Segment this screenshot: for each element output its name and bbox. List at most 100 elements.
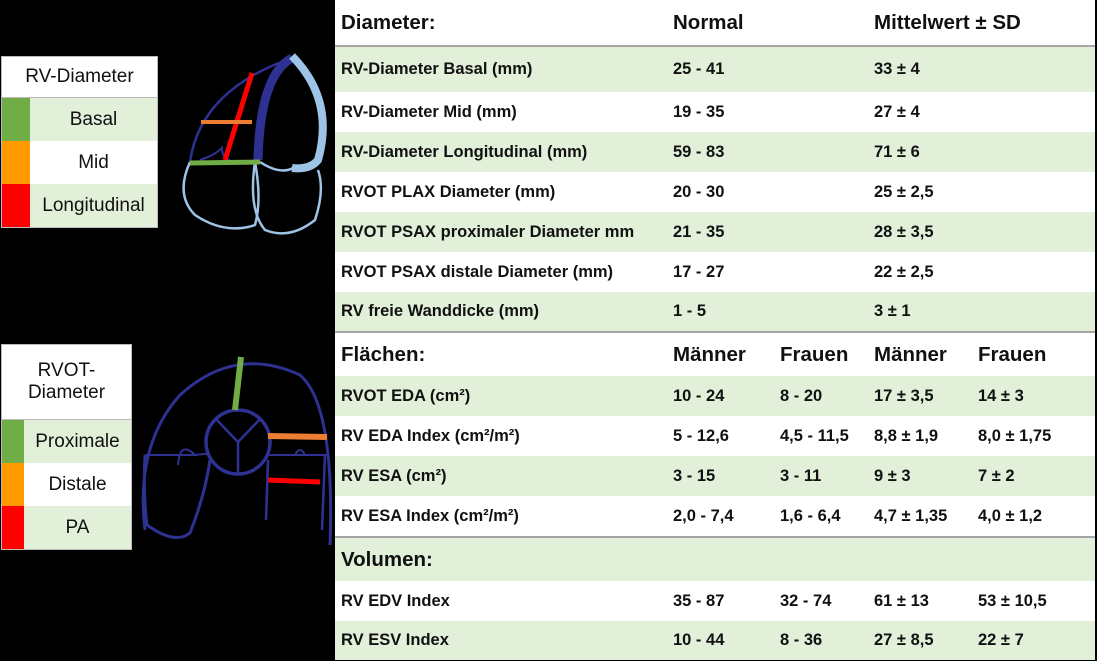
cell-normal: 1 - 5 xyxy=(673,302,707,320)
legend-title: RVOT- Diameter xyxy=(2,345,131,420)
color-swatch-green xyxy=(2,420,24,463)
legend-item-proximale: Proximale xyxy=(2,420,131,463)
section-title: Volumen: xyxy=(341,547,433,571)
cell: 27 ± 8,5 xyxy=(874,631,934,649)
cell: 53 ± 10,5 xyxy=(978,591,1047,610)
legend-rv-diameter: RV-Diameter Basal Mid Longitudinal xyxy=(1,56,158,228)
cell: 10 - 44 xyxy=(673,631,725,649)
column-header-maenner-mean: Männer xyxy=(874,342,947,366)
table-row: RV-Diameter Basal (mm) 25 - 41 33 ± 4 xyxy=(335,45,1095,92)
table-row: RV-Diameter Mid (mm) 19 - 35 27 ± 4 xyxy=(335,92,1095,132)
color-swatch-red xyxy=(2,184,30,227)
color-swatch-red xyxy=(2,506,24,549)
section-header-flaechen: Flächen: Männer Frauen Männer Frauen xyxy=(335,331,1095,376)
cell: 22 ± 7 xyxy=(978,631,1024,649)
row-label: RVOT PLAX Diameter (mm) xyxy=(341,182,556,201)
table-row: RVOT PSAX proximaler Diameter mm 21 - 35… xyxy=(335,212,1095,252)
cell: 8 - 20 xyxy=(780,386,823,405)
cell-normal: 20 - 30 xyxy=(673,182,725,201)
legend-item-distale: Distale xyxy=(2,463,131,506)
column-header-normal: Normal xyxy=(673,10,744,34)
cell-mean: 71 ± 6 xyxy=(874,142,920,161)
cell: 1,6 - 6,4 xyxy=(780,506,841,525)
cell-normal: 25 - 41 xyxy=(673,60,725,78)
cell: 8,8 ± 1,9 xyxy=(874,426,939,445)
row-label: RV-Diameter Mid (mm) xyxy=(341,102,517,121)
section-header-diameter: Diameter: Normal Mittelwert ± SD xyxy=(335,0,1095,45)
color-swatch-green xyxy=(2,98,30,141)
row-label: RV ESV Index xyxy=(341,631,449,649)
cell: 5 - 12,6 xyxy=(673,426,729,445)
legend-title-line1: RVOT- xyxy=(37,360,96,381)
legend-item-basal: Basal xyxy=(2,98,157,141)
row-label: RV-Diameter Basal (mm) xyxy=(341,60,533,78)
cell: 32 - 74 xyxy=(780,591,832,610)
cell: 14 ± 3 xyxy=(978,386,1024,405)
row-label: RV EDA Index (cm²/m²) xyxy=(341,426,520,445)
legend-label: Mid xyxy=(30,141,157,184)
column-header-frauen-range: Frauen xyxy=(780,342,849,366)
table-row: RV EDA Index (cm²/m²) 5 - 12,6 4,5 - 11,… xyxy=(335,416,1095,456)
cell: 7 ± 2 xyxy=(978,466,1015,485)
color-swatch-orange xyxy=(2,141,30,184)
cell-mean: 22 ± 2,5 xyxy=(874,262,934,281)
cell: 10 - 24 xyxy=(673,386,725,405)
section-header-volumen: Volumen: xyxy=(335,536,1095,581)
reference-values-table: Diameter: Normal Mittelwert ± SD RV-Diam… xyxy=(335,0,1095,660)
legend-label: Basal xyxy=(30,98,157,141)
column-header-mean: Mittelwert ± SD xyxy=(874,10,1021,34)
cell: 4,5 - 11,5 xyxy=(780,426,849,445)
rv-apical-diagram xyxy=(182,53,327,235)
cell: 3 - 11 xyxy=(780,466,822,485)
cell: 3 - 15 xyxy=(673,466,716,485)
table-row: RV ESA Index (cm²/m²) 2,0 - 7,4 1,6 - 6,… xyxy=(335,496,1095,536)
table-row: RVOT EDA (cm²) 10 - 24 8 - 20 17 ± 3,5 1… xyxy=(335,376,1095,416)
table-row: RV freie Wanddicke (mm) 1 - 5 3 ± 1 xyxy=(335,292,1095,331)
table-row: RVOT PSAX distale Diameter (mm) 17 - 27 … xyxy=(335,252,1095,292)
table-row: RV-Diameter Longitudinal (mm) 59 - 83 71… xyxy=(335,132,1095,172)
cell-mean: 33 ± 4 xyxy=(874,60,920,78)
cell: 35 - 87 xyxy=(673,591,725,610)
legend-label: Longitudinal xyxy=(30,184,157,227)
table-row: RV ESA (cm²) 3 - 15 3 - 11 9 ± 3 7 ± 2 xyxy=(335,456,1095,496)
column-header-maenner-range: Männer xyxy=(673,342,746,366)
cell-mean: 3 ± 1 xyxy=(874,302,911,320)
legend-title-line2: Diameter xyxy=(27,382,106,403)
legend-label: Distale xyxy=(24,463,131,506)
cell: 2,0 - 7,4 xyxy=(673,506,734,525)
cell-mean: 27 ± 4 xyxy=(874,102,920,121)
row-label: RV freie Wanddicke (mm) xyxy=(341,302,540,320)
row-label: RVOT PSAX proximaler Diameter mm xyxy=(341,222,635,241)
cell: 9 ± 3 xyxy=(874,466,911,485)
cell: 17 ± 3,5 xyxy=(874,386,934,405)
cell-mean: 28 ± 3,5 xyxy=(874,222,934,241)
cell: 4,0 ± 1,2 xyxy=(978,506,1043,525)
table-row: RV EDV Index 35 - 87 32 - 74 61 ± 13 53 … xyxy=(335,581,1095,621)
row-label: RV ESA Index (cm²/m²) xyxy=(341,506,519,525)
legend-item-longitudinal: Longitudinal xyxy=(2,184,157,227)
section-title: Flächen: xyxy=(341,342,426,366)
color-swatch-orange xyxy=(2,463,24,506)
row-label: RV EDV Index xyxy=(341,591,450,610)
row-label: RV ESA (cm²) xyxy=(341,466,447,485)
cell-mean: 25 ± 2,5 xyxy=(874,182,934,201)
cell: 8 - 36 xyxy=(780,631,823,649)
table-row: RVOT PLAX Diameter (mm) 20 - 30 25 ± 2,5 xyxy=(335,172,1095,212)
row-label: RV-Diameter Longitudinal (mm) xyxy=(341,142,588,161)
cell-normal: 19 - 35 xyxy=(673,102,725,121)
legend-label: Proximale xyxy=(24,420,131,463)
legend-title: RV-Diameter xyxy=(2,57,157,98)
legend-item-mid: Mid xyxy=(2,141,157,184)
table-row: RV ESV Index 10 - 44 8 - 36 27 ± 8,5 22 … xyxy=(335,621,1095,660)
cell-normal: 59 - 83 xyxy=(673,142,725,161)
row-label: RVOT EDA (cm²) xyxy=(341,386,471,405)
legend-label: PA xyxy=(24,506,131,549)
legend-rvot-diameter: RVOT- Diameter Proximale Distale PA xyxy=(1,344,132,550)
rvot-psax-diagram xyxy=(141,356,333,546)
cell: 4,7 ± 1,35 xyxy=(874,506,948,525)
legend-item-pa: PA xyxy=(2,506,131,549)
cell: 61 ± 13 xyxy=(874,591,929,610)
cell: 8,0 ± 1,75 xyxy=(978,426,1052,445)
column-header-frauen-mean: Frauen xyxy=(978,342,1047,366)
section-title: Diameter: xyxy=(341,10,436,34)
